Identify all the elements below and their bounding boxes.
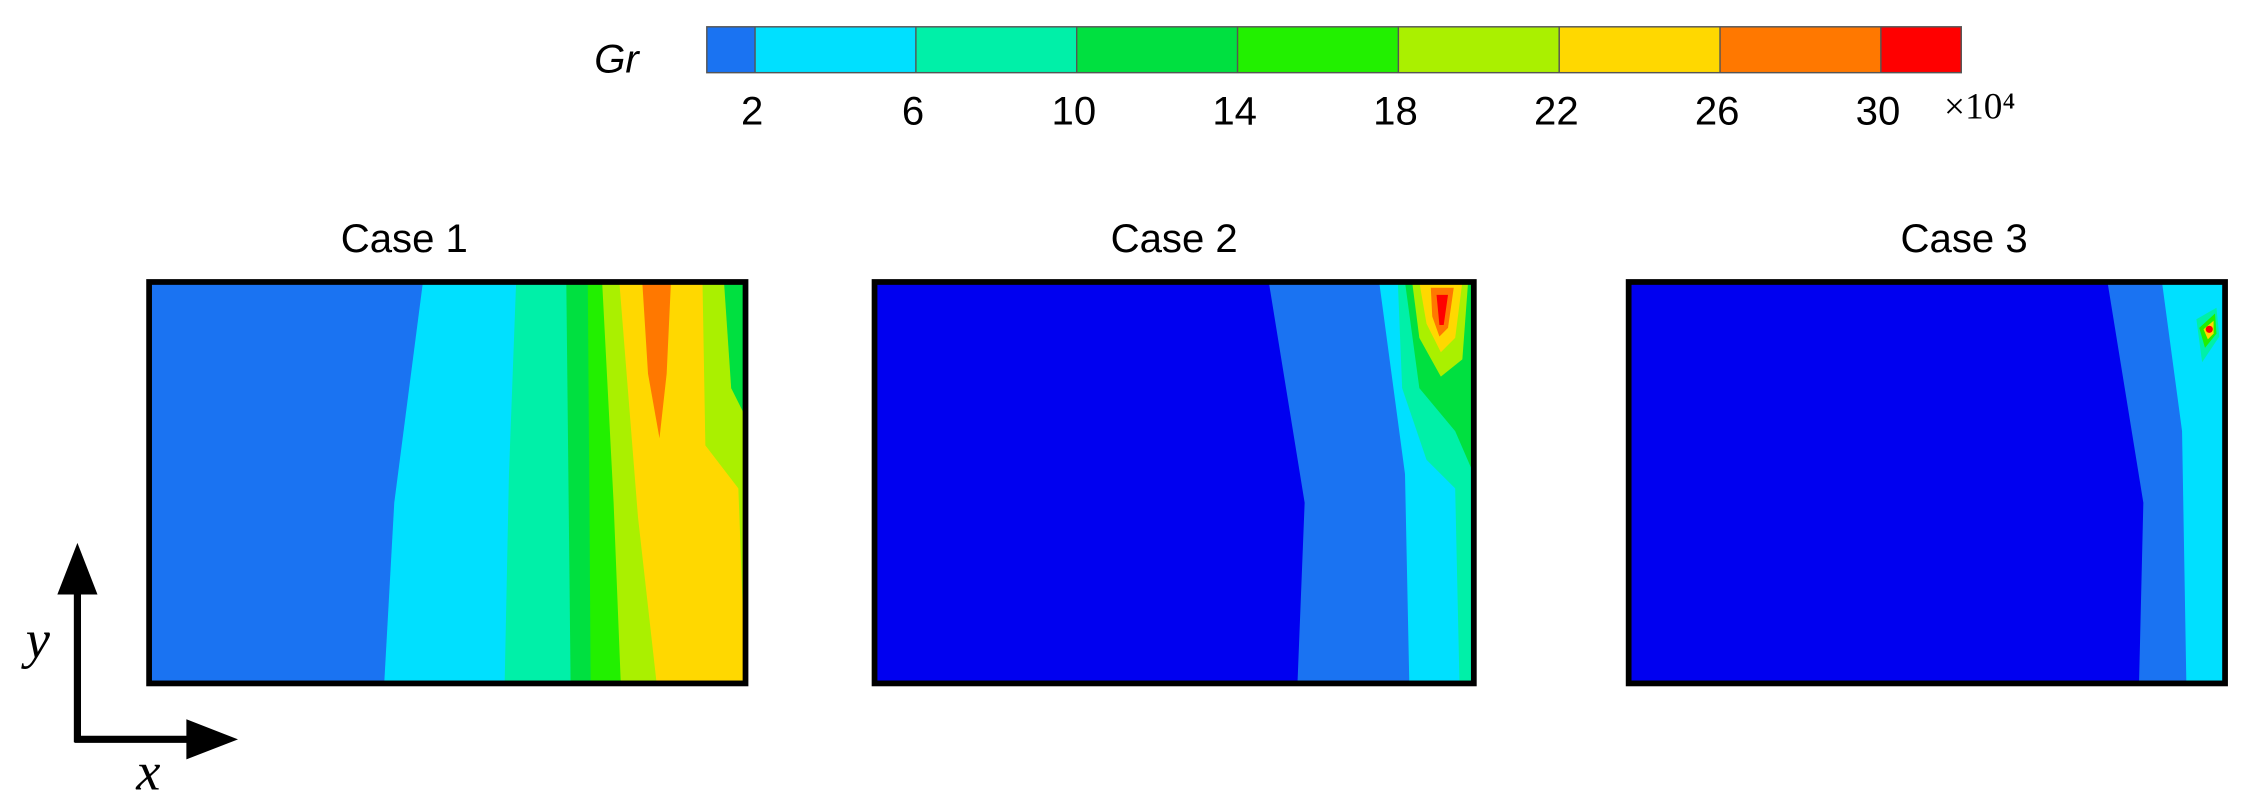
contour-panel: Case 2 bbox=[871, 216, 1477, 687]
colorbar-tick-label: 2 bbox=[741, 88, 763, 133]
panel-title: Case 1 bbox=[341, 216, 468, 261]
colorbar-tick-label: 6 bbox=[902, 88, 924, 133]
coordinate-axes: y x bbox=[21, 542, 238, 802]
colorbar-segment bbox=[706, 26, 756, 73]
colorbar-segment bbox=[755, 26, 916, 73]
colorbar-segment bbox=[915, 26, 1077, 73]
contour-panel: Case 3 bbox=[1625, 216, 2228, 687]
colorbar-segment bbox=[1880, 26, 1962, 73]
panel-title: Case 3 bbox=[1901, 216, 2028, 261]
colorbar-segment bbox=[1559, 26, 1721, 73]
colorbar-tick-label: 18 bbox=[1373, 88, 1418, 133]
colorbar-segment bbox=[1237, 26, 1399, 73]
colorbar-tick-label: 22 bbox=[1534, 88, 1579, 133]
colorbar-segment bbox=[1720, 26, 1881, 73]
colorbar-tick-label: 30 bbox=[1856, 88, 1901, 133]
colorbar-label: Gr bbox=[594, 37, 640, 82]
colorbar-segment bbox=[1398, 26, 1560, 73]
colorbar-tick-label: 14 bbox=[1212, 88, 1257, 133]
colorbar-multiplier: ×10⁴ bbox=[1944, 87, 2015, 128]
colorbar-segment bbox=[1076, 26, 1238, 73]
contour-panel: Case 1 bbox=[146, 216, 749, 687]
colorbar-tick-label: 26 bbox=[1695, 88, 1740, 133]
axis-label: x bbox=[135, 741, 160, 802]
colorbar: 2 6 10 14 18 22 26 30 bbox=[706, 26, 1962, 133]
panel-title: Case 2 bbox=[1111, 216, 1238, 261]
colorbar-tick-label: 10 bbox=[1052, 88, 1097, 133]
colorbar-frame bbox=[706, 26, 1962, 74]
axis-label: y bbox=[21, 609, 51, 670]
